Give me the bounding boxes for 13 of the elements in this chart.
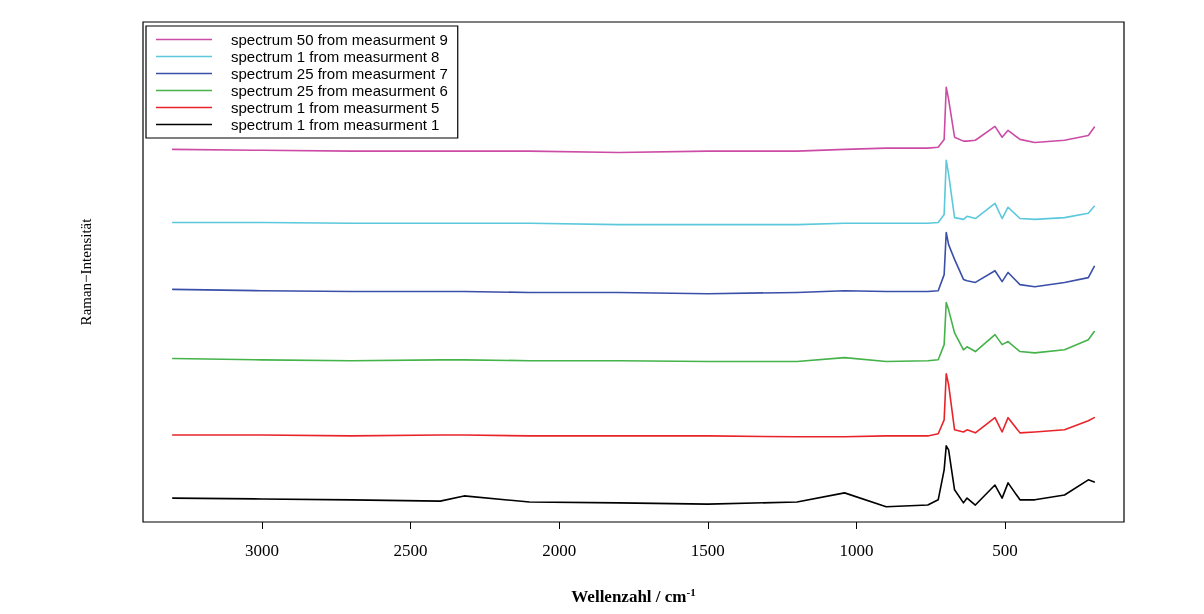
y-axis-title: Raman−Intensität [77, 217, 94, 326]
legend-label: spectrum 25 from measurment 6 [231, 82, 448, 99]
x-tick-label: 2000 [542, 541, 577, 560]
x-tick-label: 2500 [393, 541, 428, 560]
x-tick-label: 500 [992, 541, 1018, 560]
legend-label: spectrum 1 from measurment 5 [231, 99, 440, 116]
x-tick-label: 3000 [244, 541, 279, 560]
legend-label: spectrum 1 from measurment 8 [231, 48, 440, 65]
legend-label: spectrum 50 from measurment 9 [231, 31, 448, 48]
legend-label: spectrum 1 from measurment 1 [231, 116, 440, 133]
x-tick-label: 1500 [690, 541, 725, 560]
x-tick-label: 1000 [839, 541, 874, 560]
legend-label: spectrum 25 from measurment 7 [231, 65, 448, 82]
